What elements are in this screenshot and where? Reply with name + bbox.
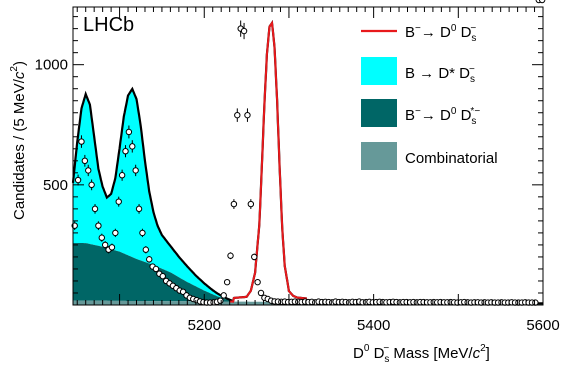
y-tick-label: 1000 [35, 57, 68, 74]
data-point [159, 272, 166, 280]
legend-swatch-dsstar [361, 99, 397, 127]
x-axis-label-sup1: 0 [364, 343, 370, 354]
data-point [135, 204, 143, 214]
data-point [115, 196, 122, 207]
data-point [254, 278, 261, 286]
x-axis-label-ital: c [473, 345, 481, 362]
legend-label-dsstar: B−→ D0 Ds*− [405, 106, 480, 127]
x-axis-label-tail: Mass [MeV/ [389, 345, 473, 362]
data-point [95, 221, 102, 231]
data-point [220, 292, 227, 299]
data-points [71, 0, 546, 306]
y-axis-label-end: ) [11, 61, 28, 66]
legend-swatch-dstar [361, 57, 397, 85]
x-axis-label-main: D [353, 345, 364, 362]
signal-fit-curve [229, 20, 315, 303]
data-point [162, 277, 170, 285]
legend-label-dstar: B → D* Ds− [405, 64, 475, 85]
data-point [257, 289, 265, 297]
x-axis-label: D0 Ds− Mass [MeV/c2] [353, 343, 490, 365]
data-point [81, 154, 89, 167]
legend: B−→ D0 Ds− B → D* Ds− B−→ D0 Ds*− Combin… [361, 23, 498, 170]
x-axis-label-sub: s [384, 354, 389, 365]
y-tick-label: 500 [43, 177, 68, 194]
y-axis-label-main: Candidates / (5 MeV/ [11, 78, 28, 220]
data-point [244, 108, 251, 122]
data-point [217, 297, 224, 304]
legend-swatch-combinatorial [361, 142, 397, 170]
data-point [129, 140, 136, 153]
data-point [152, 265, 160, 273]
y-axis-label: Candidates / (5 MeV/c2) [9, 61, 28, 220]
data-point [101, 241, 109, 249]
data-point [118, 169, 126, 181]
data-point [234, 108, 241, 122]
data-point [223, 278, 231, 286]
data-point [538, 0, 546, 4]
data-point [132, 164, 139, 177]
data-point [230, 199, 238, 209]
x-axis-label-mid: D [369, 345, 384, 362]
x-axis-label-sup2: − [383, 343, 389, 354]
legend-label-signal: B−→ D0 Ds− [405, 23, 476, 44]
data-point [112, 228, 119, 238]
data-point [88, 179, 95, 191]
data-point [251, 253, 258, 261]
data-point [91, 204, 99, 214]
data-point [108, 243, 116, 252]
data-point [532, 299, 539, 306]
plot-frame [72, 6, 544, 306]
y-axis-label-sup: 2 [9, 66, 20, 72]
legend-label-combinatorial: Combinatorial [405, 150, 498, 167]
y-axis-label-ital: c [11, 71, 28, 79]
fill-d0-dsstar [73, 243, 543, 304]
data-point [142, 246, 150, 254]
data-point [98, 233, 105, 242]
data-point [85, 164, 92, 177]
data-point [74, 174, 82, 186]
data-point [146, 256, 153, 263]
axes: 5200 5400 5600 500 1000 [35, 6, 560, 334]
experiment-label: LHCb [83, 14, 134, 36]
x-axis-label-sup3: 2 [480, 343, 486, 354]
data-point [139, 228, 146, 238]
data-point [169, 282, 177, 289]
x-tick-label: 5200 [188, 317, 221, 334]
x-axis-label-end: ] [486, 345, 490, 362]
x-tick-label: 5400 [357, 317, 390, 334]
data-point [122, 145, 129, 158]
data-point [227, 252, 234, 260]
data-point [247, 199, 255, 209]
data-point [125, 125, 133, 139]
data-point [78, 135, 85, 148]
x-tick-label: 5600 [526, 317, 559, 334]
data-point [240, 22, 248, 40]
